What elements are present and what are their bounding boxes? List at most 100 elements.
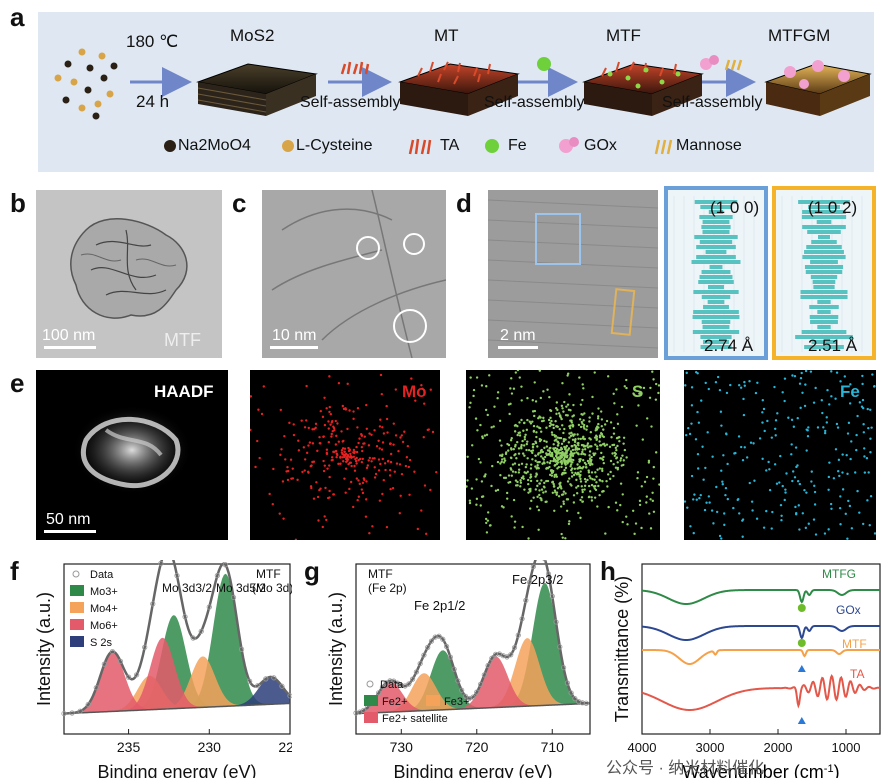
eds-dot: [559, 448, 563, 451]
eds-dot: [737, 383, 741, 387]
eds-dot: [581, 500, 585, 503]
eds-dot: [538, 439, 542, 443]
eds-dot: [689, 525, 692, 528]
eds-dot: [569, 455, 572, 459]
eds-dot: [715, 485, 718, 489]
eds-dot: [638, 503, 642, 507]
eds-dot: [568, 425, 571, 428]
eds-dot: [536, 464, 539, 467]
eds-dot: [563, 445, 566, 449]
eds-dot: [812, 518, 816, 521]
eds-dot: [870, 426, 873, 429]
eds-dot: [869, 495, 873, 498]
eds-dot: [791, 374, 794, 377]
eds-dot: [645, 501, 648, 504]
eds-dot: [327, 440, 331, 444]
lattice-bar: [702, 230, 730, 234]
eds-dot: [625, 386, 628, 390]
eds-dot: [749, 441, 753, 444]
eds-dot: [572, 473, 576, 477]
eds-dot: [835, 422, 839, 426]
eds-dot: [496, 396, 499, 400]
eds-dot: [552, 443, 555, 446]
eds-dot: [609, 477, 612, 481]
eds-dot: [310, 486, 313, 490]
eds-dot: [536, 479, 539, 483]
eds-dot: [509, 402, 512, 406]
eds-dot: [565, 452, 568, 455]
eds-dot: [609, 470, 612, 474]
eds-dot: [577, 423, 581, 427]
eds-dot: [704, 466, 707, 470]
eds-dot: [593, 436, 597, 439]
eds-dot: [559, 481, 562, 485]
eds-dot: [555, 491, 559, 494]
eds-dot: [330, 435, 333, 438]
eds-dot: [543, 439, 546, 443]
eds-dot: [493, 405, 496, 408]
eds-dot: [548, 465, 551, 469]
eds-dot: [563, 400, 566, 404]
eds-dot: [378, 447, 381, 450]
eds-dot: [284, 458, 287, 461]
eds-dot: [556, 487, 560, 490]
eds-dot: [826, 388, 829, 392]
data-point: [394, 680, 401, 686]
eds-dot: [805, 449, 808, 452]
eds-dot: [640, 526, 643, 530]
eds-dot: [813, 484, 816, 488]
eds-dot: [534, 465, 537, 468]
eds-dot: [300, 419, 303, 422]
step-label-2: Self-assembly: [484, 94, 585, 111]
eds-dot: [385, 404, 388, 408]
panel-letter-f: f: [10, 556, 19, 586]
lattice-bar: [804, 265, 844, 269]
eds-dot: [346, 427, 349, 431]
eds-dot: [342, 460, 345, 463]
eds-dot: [484, 473, 487, 476]
eds-dot: [828, 403, 831, 406]
eds-dot: [516, 370, 520, 372]
eds-dot: [551, 491, 555, 495]
stage-mos2: MoS2: [230, 26, 275, 45]
eds-dot: [484, 517, 488, 521]
data-point: [530, 563, 536, 570]
eds-dot: [722, 454, 725, 457]
eds-dot: [585, 428, 588, 431]
eds-dot: [490, 484, 493, 488]
eds-dot: [861, 522, 865, 526]
eds-dot: [554, 455, 558, 458]
eds-dot: [335, 452, 339, 455]
eds-dot: [545, 426, 548, 429]
eds-dot: [562, 438, 566, 441]
eds-dot: [595, 445, 599, 448]
eds-dot: [698, 496, 701, 500]
eds-dot: [781, 484, 784, 488]
eds-dot: [392, 443, 395, 446]
eds-dot: [696, 453, 700, 456]
eds-dot: [321, 525, 324, 529]
eds-dot: [581, 383, 584, 386]
data-point: [443, 643, 450, 650]
eds-dot: [577, 441, 580, 445]
eds-dot: [341, 404, 345, 408]
eds-dot: [346, 453, 350, 457]
eds-dot: [588, 416, 591, 419]
eds-dot: [651, 499, 655, 503]
eds-dot: [500, 444, 503, 447]
eds-dot: [604, 532, 607, 535]
eds-dot: [268, 492, 271, 496]
eds-dot: [721, 483, 724, 486]
eds-dot: [619, 503, 622, 507]
data-point: [564, 680, 570, 686]
eds-dot: [479, 504, 482, 507]
eds-dot: [577, 511, 580, 515]
eds-dot: [816, 426, 820, 429]
eds-dot: [334, 443, 338, 446]
eds-dot: [684, 384, 687, 387]
eds-dot: [771, 510, 774, 514]
eds-dot: [804, 383, 807, 386]
eds-dot: [848, 504, 852, 508]
eds-dot: [472, 394, 475, 398]
data-point: [428, 638, 435, 644]
